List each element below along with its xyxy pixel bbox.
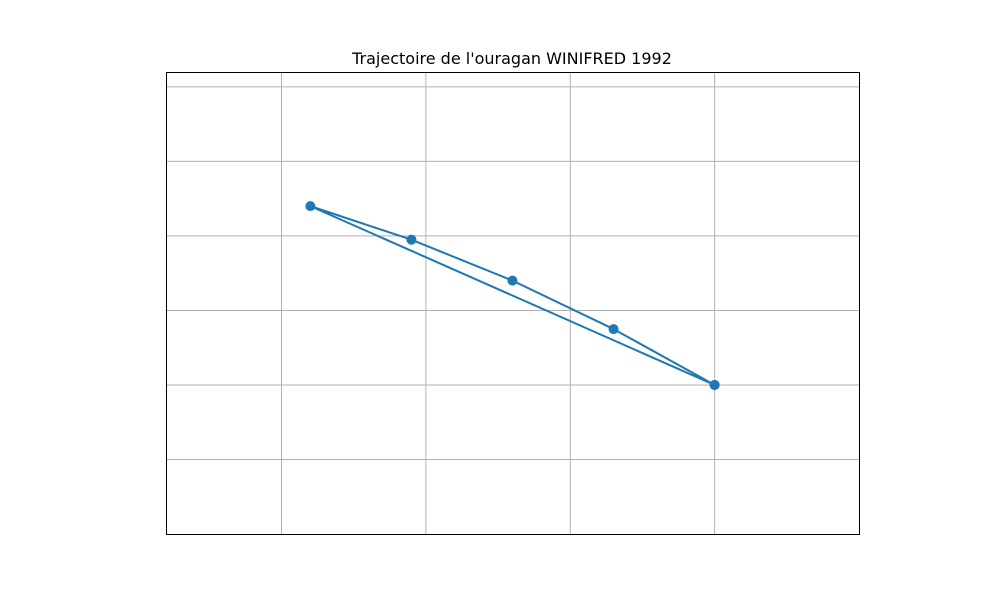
track-point bbox=[406, 234, 417, 245]
track-point bbox=[709, 379, 720, 390]
track-line bbox=[309, 205, 716, 386]
track-point bbox=[305, 201, 316, 212]
track-series bbox=[305, 201, 720, 390]
grid bbox=[166, 72, 859, 534]
plot-area bbox=[166, 72, 859, 534]
plot-frame bbox=[166, 72, 860, 535]
chart-title: Trajectoire de l'ouragan WINIFRED 1992 bbox=[351, 49, 672, 68]
track-point bbox=[608, 324, 619, 335]
track-point bbox=[507, 275, 518, 286]
